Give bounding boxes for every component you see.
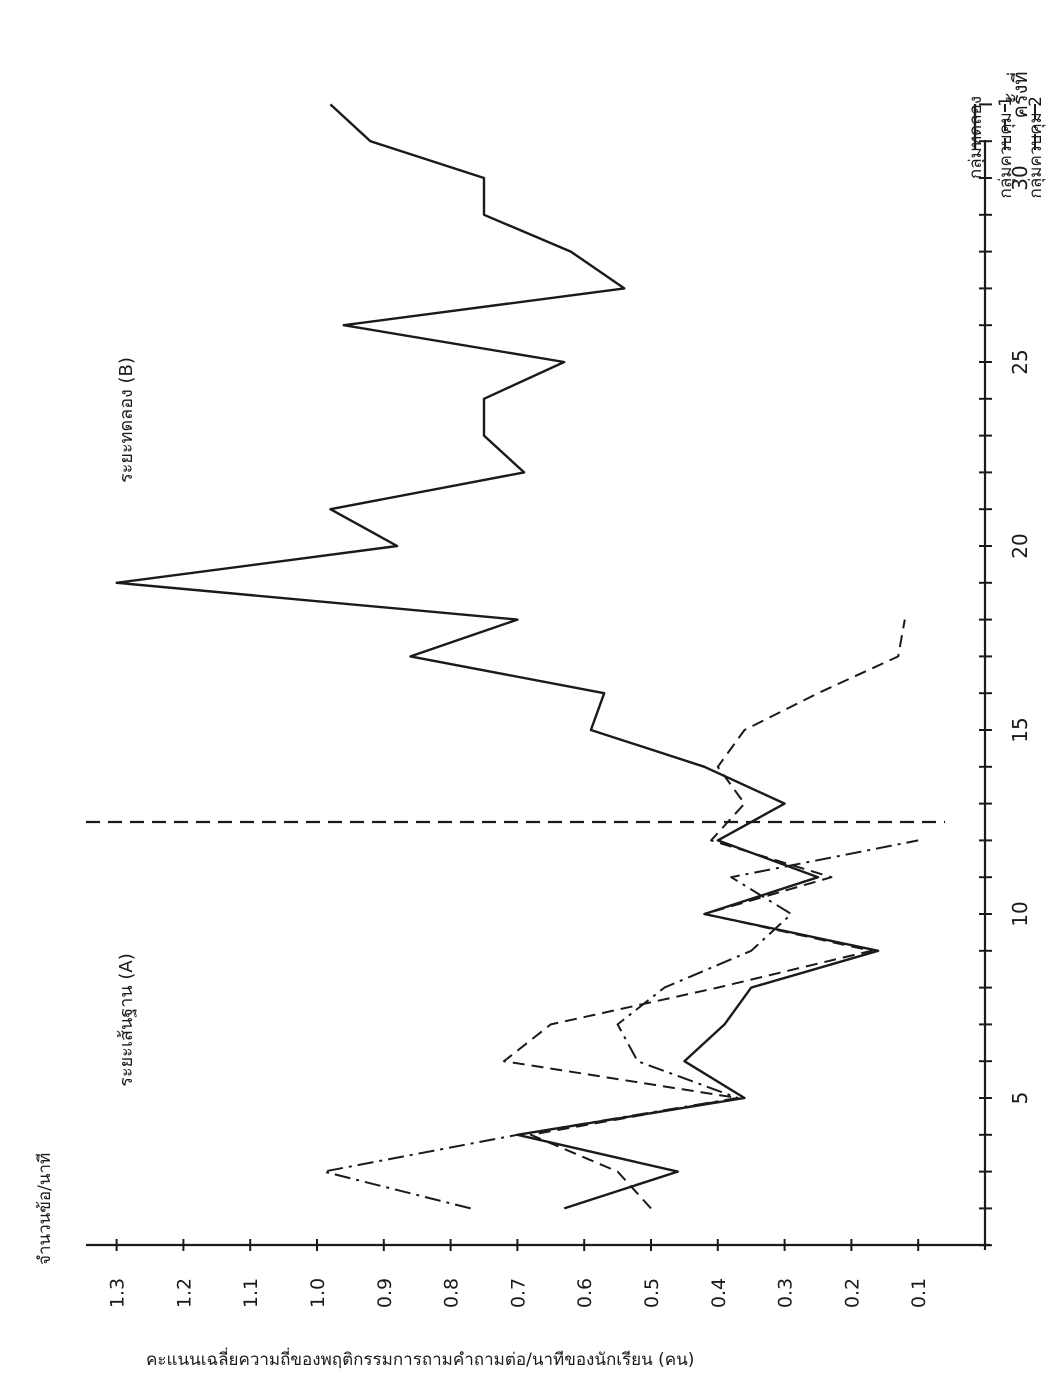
legend-label: กลุ่มควบคุม 2 xyxy=(1026,96,1046,198)
value-axis-top-label: จำนวนข้อ/นาที xyxy=(35,1153,55,1265)
phase-label: ระยะทดลอง (B) xyxy=(116,357,137,483)
value-tick-label: 0.1 xyxy=(908,1278,930,1308)
sequence-tick-label: 30 xyxy=(1008,165,1032,190)
value-tick-label: 1.1 xyxy=(240,1278,262,1308)
series-line xyxy=(503,619,906,1210)
value-tick-label: 0.2 xyxy=(841,1278,863,1308)
value-tick-label: 1.0 xyxy=(307,1278,329,1308)
value-tick-label: 0.9 xyxy=(374,1278,396,1308)
value-tick-label: 0.4 xyxy=(708,1278,730,1308)
sequence-tick-label: 15 xyxy=(1008,717,1032,742)
chart-axes xyxy=(86,140,990,1250)
value-axis-side-label: คะแนนเฉลี่ยความถี่ของพฤติกรรมการถามคำถาม… xyxy=(146,1347,694,1370)
sequence-tick-label: 5 xyxy=(1008,1092,1032,1105)
series-line xyxy=(322,839,919,1210)
series-layer xyxy=(115,103,919,1210)
sequence-tick-label: 25 xyxy=(1008,349,1032,374)
series-line xyxy=(115,103,880,1210)
chart-text: 0.1 0.2 0.3 0.4 0.5 0.6 0.7 0.8 0.9 1.0 1.1 1.2 1.3 5… xyxy=(35,71,1032,1370)
value-tick-label: 1.3 xyxy=(107,1278,129,1308)
sequence-tick-label: 10 xyxy=(1008,901,1032,926)
value-tick-label: 0.5 xyxy=(641,1278,663,1308)
value-tick-label: 0.6 xyxy=(574,1278,596,1308)
value-tick-label: 1.2 xyxy=(173,1278,195,1308)
legend-label: กลุ่มทดลอง xyxy=(966,96,986,179)
legend: กลุ่มทดลอง กลุ่มควบคุม 1 กลุ่มควบคุม 2 xyxy=(966,96,1046,198)
sequence-tick-label: 20 xyxy=(1008,533,1032,558)
legend-label: กลุ่มควบคุม 1 xyxy=(996,96,1016,198)
value-tick-label: 0.7 xyxy=(507,1278,529,1308)
chart-ticks xyxy=(115,103,992,1251)
value-tick-label: 0.3 xyxy=(775,1278,797,1308)
value-tick-label: 0.8 xyxy=(441,1278,463,1308)
phase-label: ระยะเส้นฐาน (A) xyxy=(116,953,137,1086)
sequence-axis-label: ครั้งที่ xyxy=(1006,71,1032,118)
